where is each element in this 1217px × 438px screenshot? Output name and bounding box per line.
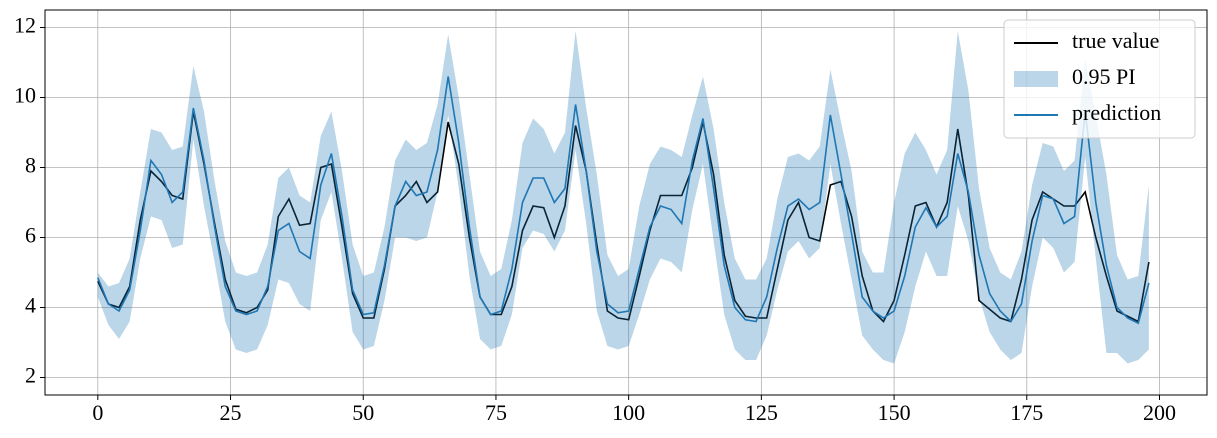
x-tick-label: 150	[878, 400, 911, 425]
legend-label: 0.95 PI	[1072, 64, 1136, 89]
series-line	[97, 76, 1150, 325]
y-tick-label: 4	[25, 293, 36, 318]
x-tick-label: 50	[352, 400, 374, 425]
legend-box	[1003, 19, 1196, 139]
y-tick-label: 2	[25, 363, 36, 388]
series-line	[97, 111, 1150, 323]
plot-frame	[44, 9, 1208, 396]
prediction-interval	[97, 31, 1149, 364]
y-tick-label: 12	[14, 13, 36, 38]
x-tick-label: 100	[612, 400, 645, 425]
y-tick-label: 8	[25, 153, 36, 178]
x-tick-label: 25	[220, 400, 242, 425]
y-tick-label: 10	[14, 83, 36, 108]
x-tick-label: 175	[1010, 400, 1043, 425]
x-tick-label: 200	[1143, 400, 1176, 425]
y-tick-label: 6	[25, 223, 36, 248]
x-tick-label: 0	[92, 400, 103, 425]
plot-area	[97, 31, 1150, 364]
legend-label: prediction	[1072, 100, 1161, 125]
x-tick-label: 125	[745, 400, 778, 425]
x-tick-label: 75	[485, 400, 507, 425]
legend-swatch	[1014, 71, 1058, 87]
legend-label: true value	[1072, 28, 1159, 53]
